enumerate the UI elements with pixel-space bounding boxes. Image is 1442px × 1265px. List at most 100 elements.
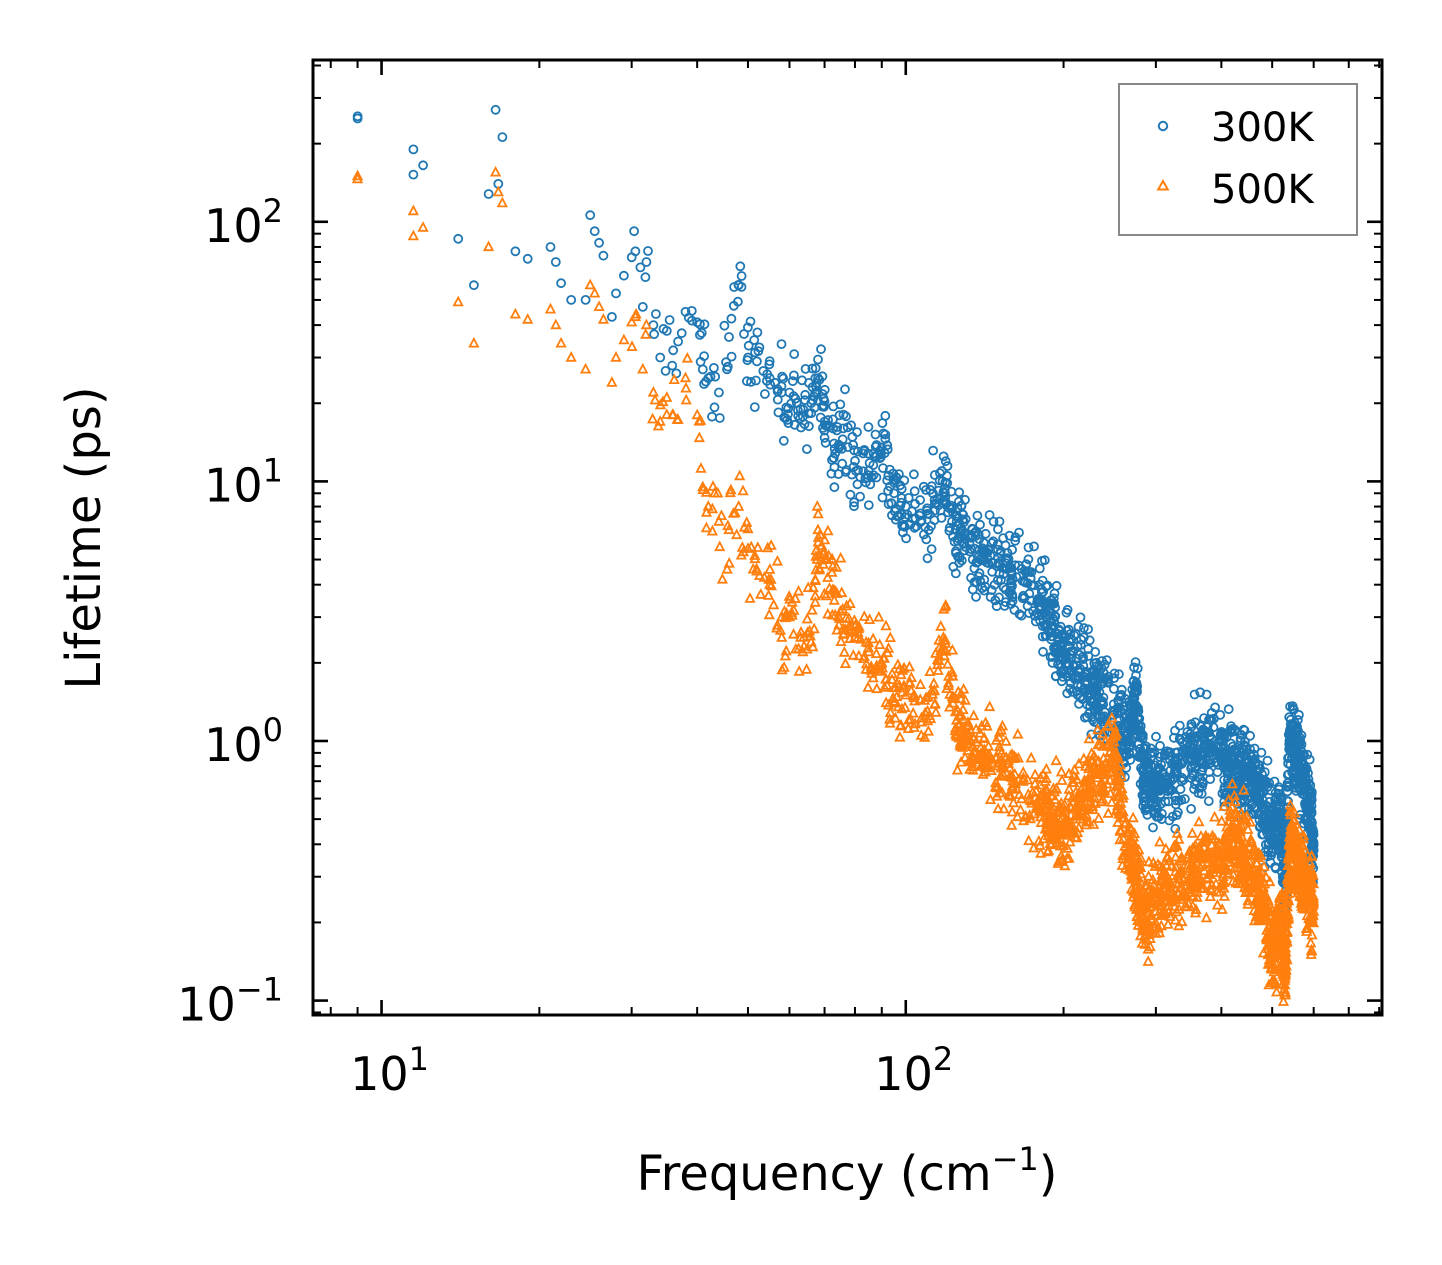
point-300k-549 [1007, 544, 1017, 555]
point-500k-1540 [1240, 813, 1252, 825]
point-500k-1522 [1242, 823, 1254, 834]
point-300k-1277 [1192, 731, 1202, 742]
point-300k-1965 [1293, 715, 1303, 725]
point-300k-1355 [1212, 767, 1223, 777]
point-300k-1094 [1139, 743, 1150, 753]
point-500k-1912 [1288, 813, 1300, 824]
point-300k-785 [1083, 624, 1093, 635]
point-500k-659 [1036, 798, 1048, 810]
point-300k-1372 [1200, 748, 1210, 758]
point-500k-945 [1117, 832, 1129, 844]
point-500k-219 [819, 533, 831, 545]
point-300k-460 [975, 519, 985, 530]
point-300k-2071 [1305, 805, 1316, 816]
point-500k-1781 [1279, 978, 1291, 990]
point-500k-475 [968, 750, 980, 762]
point-300k-1431 [1225, 725, 1236, 735]
point-500k-14 [550, 318, 562, 330]
point-500k-1342 [1198, 881, 1210, 893]
point-300k-1668 [1262, 755, 1273, 766]
point-300k-1207 [1174, 720, 1185, 731]
point-500k-1066 [1132, 862, 1144, 874]
point-500k-1181 [1160, 877, 1172, 888]
point-300k-3 [408, 169, 419, 180]
point-300k-1899 [1287, 703, 1298, 714]
point-500k-1324 [1211, 898, 1223, 910]
point-500k-39 [733, 499, 745, 511]
point-500k-1071 [1134, 855, 1146, 867]
point-300k-5 [453, 233, 464, 244]
point-300k-392 [924, 509, 935, 520]
point-500k-9 [492, 185, 504, 197]
point-300k-597 [1009, 605, 1020, 615]
point-500k-1065 [1134, 875, 1147, 887]
point-300k-927 [1114, 669, 1124, 680]
point-500k-132 [733, 469, 746, 481]
point-300k-201 [807, 382, 818, 393]
point-500k-1840 [1281, 934, 1293, 946]
point-300k-107 [696, 327, 707, 338]
point-300k-93 [649, 329, 659, 340]
point-300k-890 [1098, 692, 1109, 703]
point-500k-1731 [1266, 920, 1279, 931]
point-300k-352 [921, 534, 932, 545]
point-500k-878 [1098, 768, 1110, 780]
point-300k-335 [898, 521, 909, 531]
point-300k-662 [1039, 620, 1050, 631]
point-500k-1281 [1193, 815, 1205, 827]
point-500k-1617 [1257, 946, 1270, 958]
point-500k-121 [721, 562, 733, 574]
point-500k-887 [1104, 745, 1117, 756]
point-500k-419 [947, 696, 959, 708]
point-500k-455 [952, 704, 964, 716]
point-500k-561 [998, 802, 1010, 814]
point-500k-145 [752, 541, 764, 552]
point-500k-1422 [1216, 878, 1228, 889]
point-500k-320 [884, 712, 896, 724]
point-300k-231 [820, 437, 831, 448]
point-500k-833 [1075, 789, 1087, 800]
point-500k-305 [876, 661, 889, 673]
point-500k-290 [873, 638, 886, 649]
point-300k-819 [1075, 640, 1086, 650]
point-500k-1186 [1158, 895, 1171, 906]
point-300k-1252 [1176, 759, 1187, 769]
point-300k-1462 [1228, 746, 1239, 757]
point-300k-1311 [1187, 770, 1198, 781]
point-500k-652 [1034, 810, 1047, 822]
point-500k-421 [938, 634, 950, 645]
point-500k-338 [889, 711, 901, 723]
legend-marker-500k [1156, 178, 1170, 191]
point-300k-883 [1096, 663, 1107, 674]
point-500k-136 [744, 592, 756, 603]
point-500k-15 [555, 336, 567, 348]
point-500k-1187 [1156, 860, 1169, 872]
point-300k-2031 [1300, 765, 1311, 776]
point-300k-94 [651, 309, 661, 319]
point-300k-359 [909, 486, 920, 497]
point-500k-120 [714, 540, 726, 552]
point-300k-147 [752, 327, 763, 338]
point-300k-121 [714, 413, 725, 423]
point-500k-2068 [1306, 875, 1318, 887]
point-300k-115 [710, 371, 721, 382]
point-300k-1283 [1186, 804, 1196, 814]
point-500k-1253 [1173, 887, 1185, 899]
point-300k-105 [695, 319, 705, 330]
point-500k-1848 [1280, 932, 1293, 943]
point-500k-1598 [1248, 904, 1260, 915]
point-500k-873 [1106, 711, 1118, 723]
point-500k-1333 [1209, 832, 1221, 844]
point-500k-1835 [1279, 988, 1292, 1000]
point-300k-559 [995, 548, 1005, 559]
point-300k-455 [958, 537, 969, 548]
point-300k-41 [752, 356, 762, 367]
point-500k-4 [417, 221, 429, 232]
plot-frame [311, 58, 1384, 1017]
point-300k-224 [823, 415, 833, 425]
point-300k-1113 [1148, 822, 1158, 833]
point-300k-1360 [1199, 732, 1209, 742]
point-300k-261 [849, 497, 859, 508]
point-500k-107 [693, 431, 705, 443]
point-300k-28 [641, 257, 652, 267]
